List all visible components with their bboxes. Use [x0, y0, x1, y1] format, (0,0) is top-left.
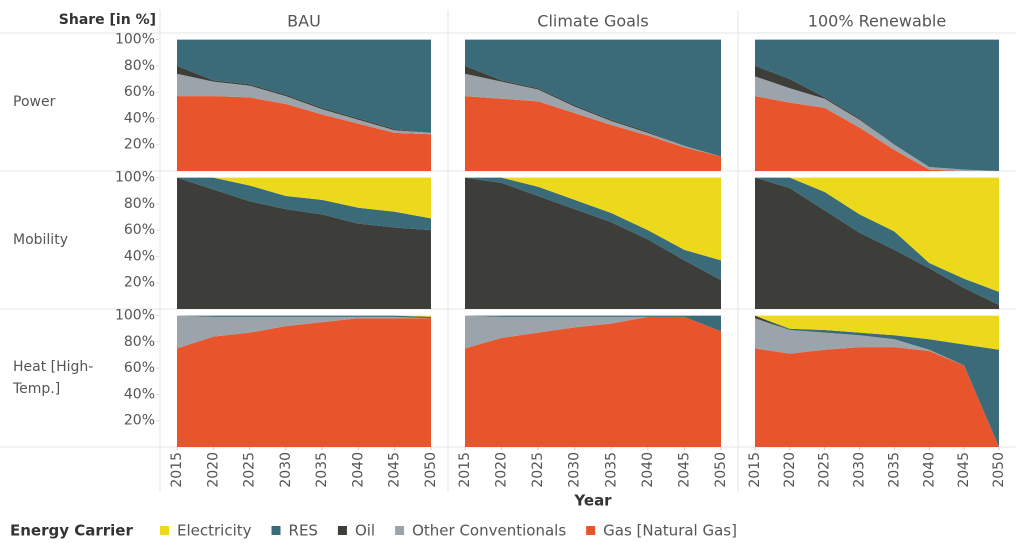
legend-swatch: [271, 526, 281, 535]
y-tick-label: 20%: [124, 275, 155, 291]
area: [755, 347, 999, 447]
x-tick-label: 2025: [242, 452, 258, 488]
x-tick-label: 2040: [640, 452, 656, 488]
x-tick-label: 2045: [956, 452, 972, 488]
x-tick-label: 2020: [205, 452, 221, 488]
legend-swatch: [395, 526, 405, 535]
x-tick-label: 2045: [676, 452, 692, 488]
area: [177, 315, 431, 317]
x-tick-label: 2025: [817, 452, 833, 488]
x-tick-label: 2035: [886, 452, 902, 488]
area: [755, 177, 999, 292]
area: [465, 316, 721, 447]
x-tick-label: 2015: [747, 452, 763, 488]
legend-label: Other Conventionals: [412, 522, 566, 540]
area: [755, 65, 999, 171]
legend-swatch: [586, 526, 596, 535]
x-tick-label: 2020: [782, 452, 798, 488]
y-tick-label: 80%: [124, 334, 155, 350]
area: [755, 315, 999, 350]
x-tick-label: 2040: [350, 452, 366, 488]
x-tick-label: 2050: [991, 452, 1007, 488]
x-tick-label: 2020: [494, 452, 510, 488]
row-label: Mobility: [13, 232, 68, 248]
x-axis-title: Year: [573, 492, 612, 510]
column-header: BAU: [287, 12, 321, 31]
area: [177, 73, 431, 135]
legend-label: Oil: [355, 522, 375, 540]
area: [755, 177, 999, 309]
y-tick-label: 60%: [124, 360, 155, 376]
column-header: 100% Renewable: [808, 12, 946, 31]
y-tick-label: 80%: [124, 196, 155, 212]
y-tick-label: 100%: [115, 170, 155, 186]
y-tick-label: 80%: [124, 58, 155, 74]
area: [177, 177, 431, 231]
x-tick-label: 2035: [603, 452, 619, 488]
x-tick-label: 2015: [169, 452, 185, 488]
x-tick-label: 2030: [567, 452, 583, 488]
area: [177, 318, 431, 447]
area: [465, 315, 721, 349]
x-tick-label: 2030: [852, 452, 868, 488]
row-label: Heat [High-Temp.]: [13, 359, 94, 397]
legend-title: Energy Carrier: [10, 522, 133, 540]
area: [177, 177, 431, 219]
x-tick-label: 2040: [921, 452, 937, 488]
area: [755, 315, 999, 447]
area: [755, 318, 999, 447]
y-tick-label: 100%: [115, 308, 155, 324]
x-tick-label: 2015: [457, 452, 473, 488]
x-tick-label: 2030: [278, 452, 294, 488]
row-label: Power: [13, 94, 56, 110]
area: [177, 315, 431, 319]
x-tick-label: 2035: [314, 452, 330, 488]
area: [465, 39, 721, 157]
y-tick-label: 40%: [124, 386, 155, 402]
y-tick-label: 20%: [124, 137, 155, 153]
legend-label: Gas [Natural Gas]: [603, 522, 737, 540]
y-tick-label: 20%: [124, 413, 155, 429]
legend-swatch: [337, 526, 347, 535]
legend-swatch: [160, 526, 169, 535]
area: [177, 177, 431, 309]
x-tick-label: 2050: [713, 452, 729, 488]
column-header: Climate Goals: [537, 12, 648, 31]
y-axis-title: Share [in %]: [59, 12, 156, 28]
area: [465, 315, 721, 332]
area: [465, 177, 721, 261]
legend-label: RES: [289, 522, 318, 540]
area: [465, 96, 721, 171]
area: [755, 96, 999, 171]
area: [755, 76, 999, 171]
x-tick-label: 2050: [423, 452, 439, 488]
area: [177, 39, 431, 133]
area: [755, 39, 999, 172]
legend-label: Electricity: [177, 522, 252, 540]
area: [755, 177, 999, 306]
area: [177, 96, 431, 171]
x-tick-label: 2025: [530, 452, 546, 488]
y-tick-label: 40%: [124, 248, 155, 264]
y-tick-label: 40%: [124, 110, 155, 126]
y-tick-label: 60%: [124, 84, 155, 100]
area: [465, 177, 721, 309]
area: [177, 315, 431, 349]
area: [465, 73, 721, 157]
x-tick-label: 2045: [387, 452, 403, 488]
y-tick-label: 100%: [115, 32, 155, 48]
y-tick-label: 60%: [124, 222, 155, 238]
